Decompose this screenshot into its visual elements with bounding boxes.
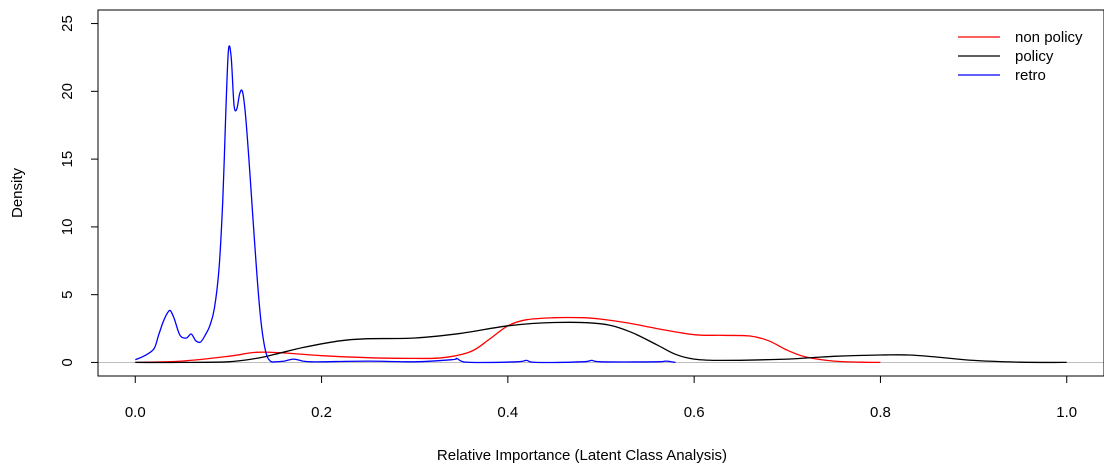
x-tick-label: 0.8 [870,404,891,421]
legend-label: retro [1015,67,1046,84]
y-tick-label: 0 [59,358,76,366]
y-tick-label: 5 [59,290,76,298]
series-group [135,45,1067,364]
series-line-non-policy [135,316,881,364]
x-tick-label: 0.4 [497,404,518,421]
x-tick-label: 0.2 [311,404,332,421]
y-tick-label: 25 [59,15,76,32]
x-tick-label: 0.6 [684,404,705,421]
x-tick-label: 1.0 [1056,404,1077,421]
x-axis-title: Relative Importance (Latent Class Analys… [437,447,727,464]
x-tick-label: 0.0 [125,404,146,421]
plot-frame [97,9,1104,377]
y-tick-label: 10 [59,219,76,236]
legend: non policy policy retro [958,29,1083,84]
y-axis: 0 5 10 15 20 25 [59,15,99,367]
y-tick-label: 15 [59,151,76,168]
y-tick-label: 20 [59,83,76,100]
series-line-policy [135,321,1067,364]
x-axis: 0.0 0.2 0.4 0.6 0.8 1.0 [125,375,1077,421]
series-line-retro [135,45,676,364]
legend-label: non policy [1015,29,1083,46]
y-axis-title: Density [9,167,26,218]
legend-label: policy [1015,48,1054,65]
